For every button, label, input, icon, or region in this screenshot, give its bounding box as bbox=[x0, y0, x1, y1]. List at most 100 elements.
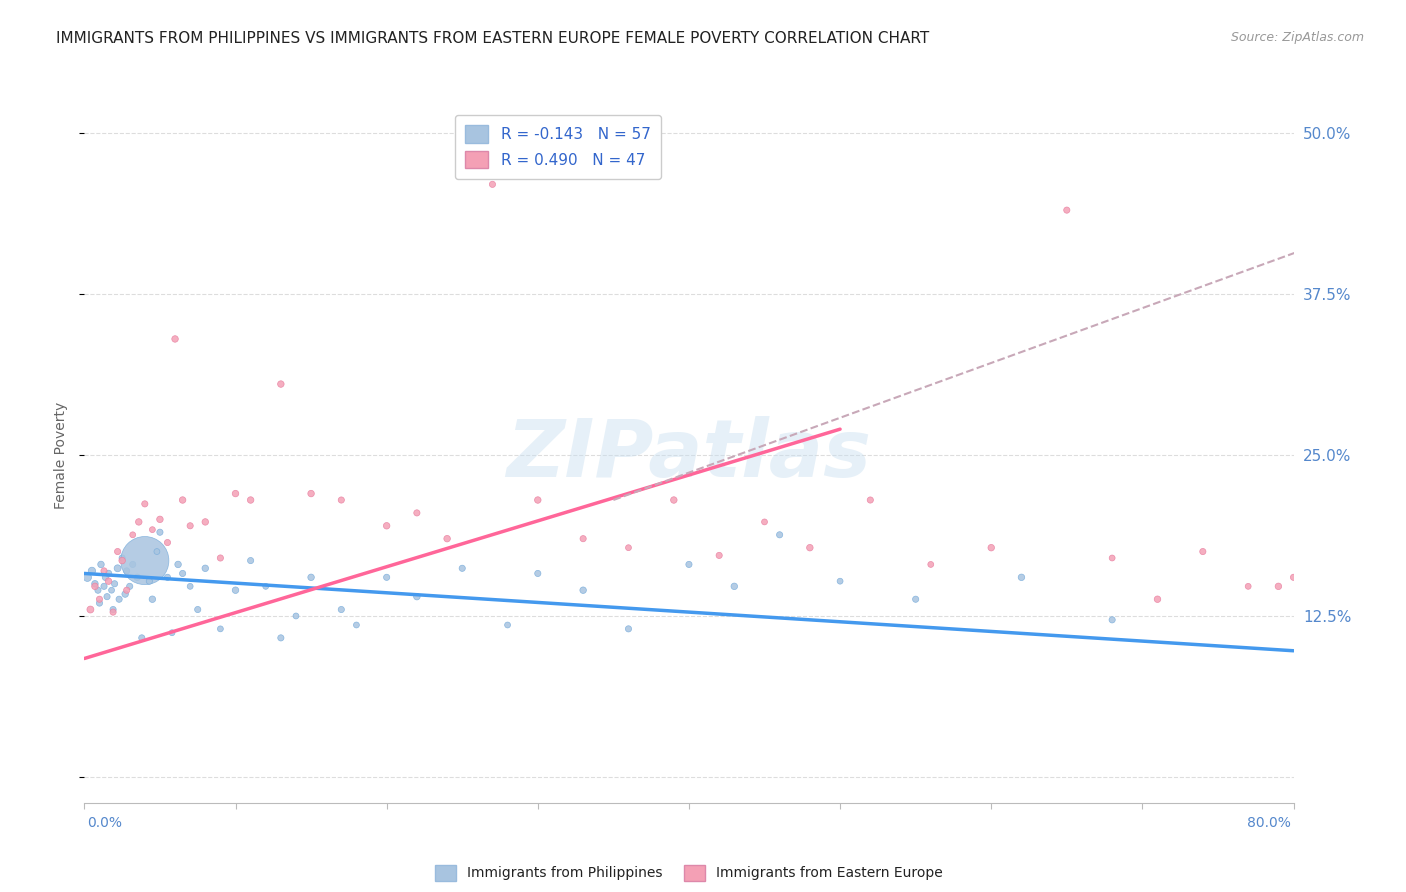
Legend: Immigrants from Philippines, Immigrants from Eastern Europe: Immigrants from Philippines, Immigrants … bbox=[430, 859, 948, 887]
Point bbox=[194, 515, 217, 529]
Point bbox=[115, 583, 138, 598]
Point bbox=[1282, 570, 1305, 584]
Point bbox=[101, 602, 124, 616]
Point bbox=[79, 602, 101, 616]
Point bbox=[149, 525, 172, 540]
Point bbox=[769, 528, 792, 542]
Point bbox=[84, 579, 107, 593]
Text: 0.0%: 0.0% bbox=[87, 816, 122, 830]
Point bbox=[84, 576, 107, 591]
Point bbox=[107, 544, 129, 558]
Point bbox=[980, 541, 1002, 555]
Point bbox=[270, 377, 292, 392]
Point bbox=[108, 592, 131, 607]
Point bbox=[121, 528, 143, 542]
Point bbox=[617, 622, 640, 636]
Point bbox=[134, 497, 156, 511]
Point bbox=[179, 579, 201, 593]
Point bbox=[375, 518, 398, 533]
Point bbox=[209, 551, 232, 566]
Point bbox=[239, 553, 262, 567]
Point bbox=[149, 512, 172, 526]
Point bbox=[830, 574, 852, 589]
Point bbox=[90, 558, 112, 572]
Point bbox=[89, 592, 111, 607]
Point bbox=[451, 561, 474, 575]
Point bbox=[754, 515, 776, 529]
Point bbox=[111, 553, 134, 567]
Point bbox=[87, 583, 110, 598]
Point bbox=[167, 558, 190, 572]
Point bbox=[375, 570, 398, 584]
Point bbox=[527, 566, 550, 581]
Point bbox=[1146, 592, 1168, 607]
Point bbox=[920, 558, 942, 572]
Point bbox=[239, 493, 262, 508]
Point bbox=[1267, 579, 1289, 593]
Point bbox=[904, 592, 927, 607]
Point bbox=[194, 561, 217, 575]
Point bbox=[107, 561, 129, 575]
Text: ZIPatlas: ZIPatlas bbox=[506, 416, 872, 494]
Point bbox=[1056, 203, 1078, 218]
Point bbox=[527, 493, 550, 508]
Point bbox=[93, 579, 115, 593]
Point bbox=[165, 332, 187, 346]
Point bbox=[114, 587, 136, 601]
Point bbox=[209, 622, 232, 636]
Text: IMMIGRANTS FROM PHILIPPINES VS IMMIGRANTS FROM EASTERN EUROPE FEMALE POVERTY COR: IMMIGRANTS FROM PHILIPPINES VS IMMIGRANT… bbox=[56, 31, 929, 46]
Point bbox=[156, 535, 179, 549]
Point bbox=[96, 590, 118, 604]
Text: 80.0%: 80.0% bbox=[1247, 816, 1291, 830]
Point bbox=[172, 566, 194, 581]
Point bbox=[799, 541, 821, 555]
Point bbox=[111, 551, 134, 566]
Point bbox=[179, 518, 201, 533]
Point bbox=[101, 605, 124, 619]
Point bbox=[115, 564, 138, 578]
Point bbox=[678, 558, 700, 572]
Point bbox=[270, 631, 292, 645]
Point bbox=[225, 583, 247, 598]
Point bbox=[254, 579, 277, 593]
Point bbox=[330, 493, 353, 508]
Point bbox=[172, 493, 194, 508]
Point bbox=[146, 544, 169, 558]
Point bbox=[89, 596, 111, 610]
Point bbox=[127, 570, 149, 584]
Point bbox=[299, 570, 322, 584]
Point bbox=[187, 602, 209, 616]
Point bbox=[436, 532, 458, 546]
Point bbox=[572, 583, 595, 598]
Y-axis label: Female Poverty: Female Poverty bbox=[55, 401, 69, 508]
Point bbox=[97, 574, 120, 589]
Point bbox=[94, 570, 117, 584]
Point bbox=[496, 618, 519, 632]
Point bbox=[76, 570, 98, 584]
Point bbox=[141, 592, 163, 607]
Point bbox=[131, 631, 153, 645]
Point bbox=[93, 564, 115, 578]
Point bbox=[100, 583, 122, 598]
Point bbox=[118, 579, 141, 593]
Point bbox=[1011, 570, 1033, 584]
Point bbox=[1313, 579, 1336, 593]
Point bbox=[617, 541, 640, 555]
Point bbox=[299, 486, 322, 500]
Point bbox=[481, 178, 503, 192]
Point bbox=[346, 618, 368, 632]
Point bbox=[1237, 579, 1260, 593]
Text: Source: ZipAtlas.com: Source: ZipAtlas.com bbox=[1230, 31, 1364, 45]
Point bbox=[662, 493, 685, 508]
Point bbox=[859, 493, 882, 508]
Point bbox=[572, 532, 595, 546]
Point bbox=[134, 553, 156, 567]
Point bbox=[160, 625, 183, 640]
Point bbox=[97, 566, 120, 581]
Point bbox=[128, 515, 150, 529]
Point bbox=[330, 602, 353, 616]
Point bbox=[156, 570, 179, 584]
Point bbox=[709, 549, 731, 563]
Point bbox=[121, 558, 143, 572]
Point bbox=[406, 506, 429, 520]
